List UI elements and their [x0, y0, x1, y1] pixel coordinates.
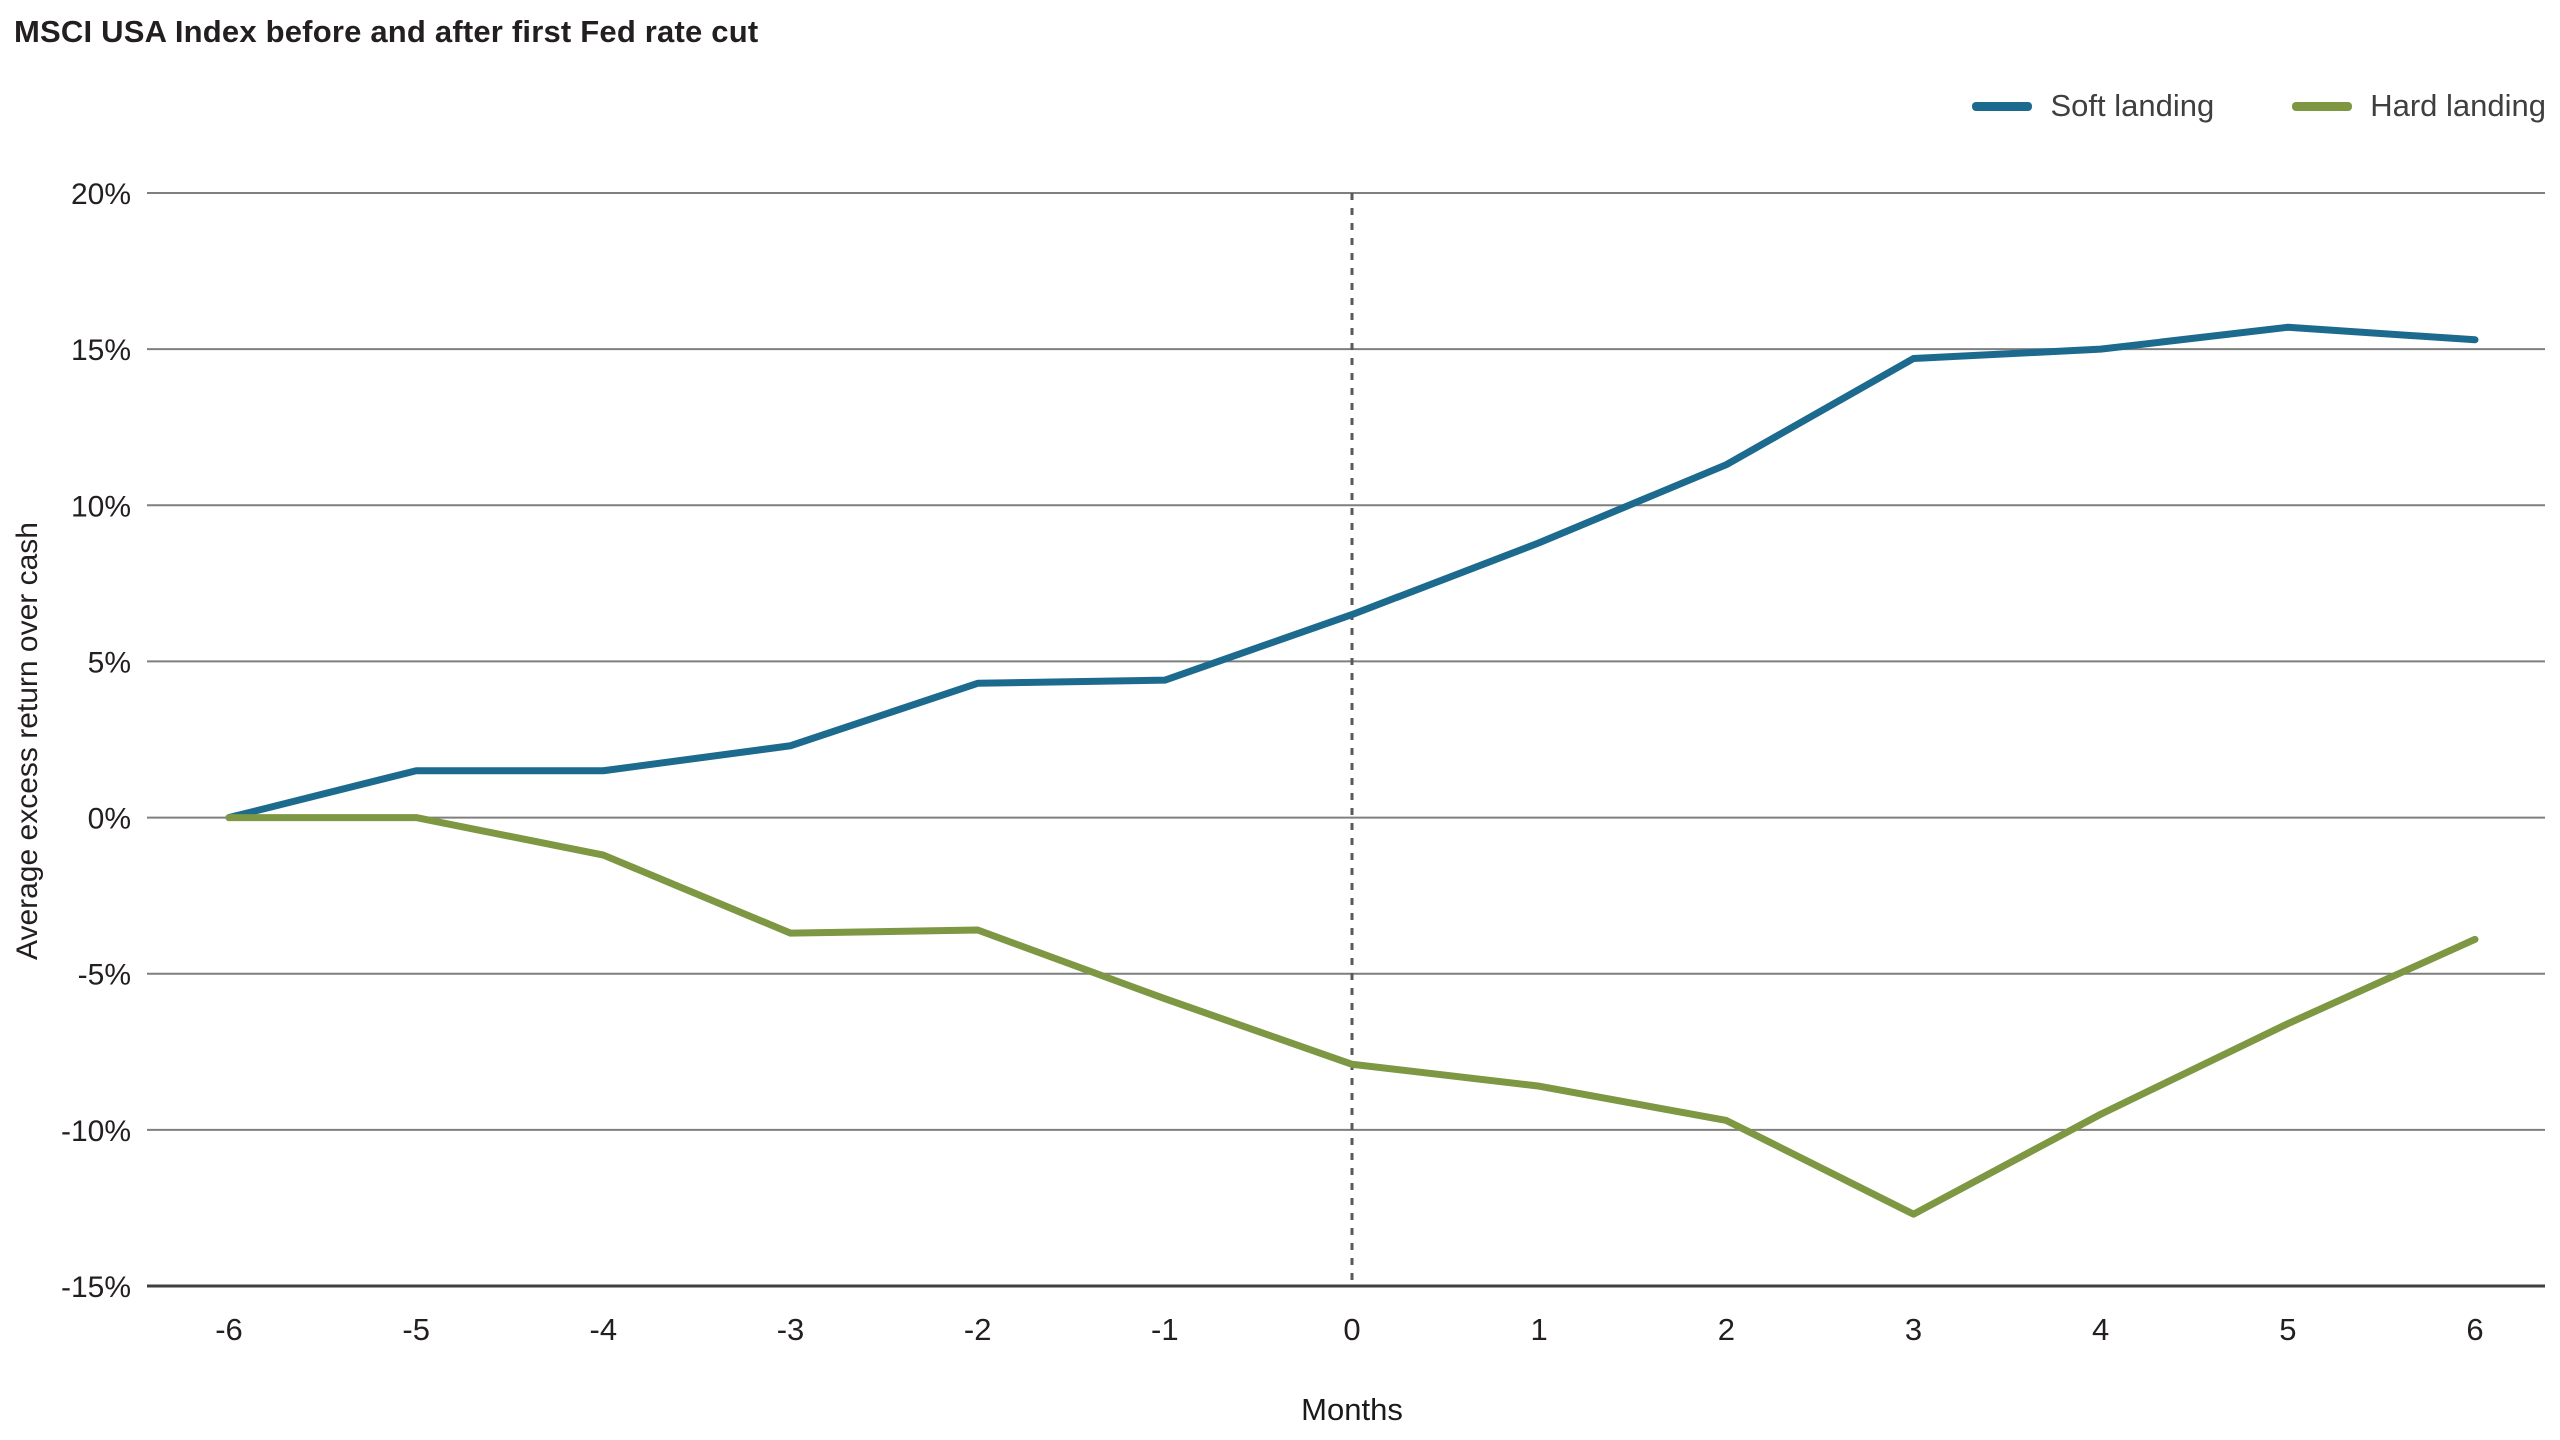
y-tick-label: 20%	[71, 178, 131, 211]
soft-landing-swatch-icon	[1972, 101, 2033, 111]
x-tick-label: -3	[777, 1312, 805, 1347]
x-tick-label: 6	[2466, 1312, 2483, 1347]
y-tick-label: 15%	[71, 334, 131, 367]
hard-landing-swatch-icon	[2292, 101, 2353, 111]
x-tick-label: -2	[964, 1312, 992, 1347]
x-tick-label: 1	[1531, 1312, 1548, 1347]
x-axis-label: Months	[1301, 1392, 1403, 1427]
soft-landing-line	[225, 323, 2479, 822]
x-tick-label: 0	[1343, 1312, 1360, 1347]
x-tick-label: 3	[1905, 1312, 1922, 1347]
legend-label-soft-landing: Soft landing	[2050, 88, 2215, 123]
y-tick-label: -15%	[61, 1271, 131, 1304]
legend-label-hard-landing: Hard landing	[2370, 88, 2546, 123]
x-tick-label: -5	[402, 1312, 430, 1347]
y-tick-label: 5%	[88, 646, 131, 679]
x-tick-label: 2	[1718, 1312, 1735, 1347]
x-tick-label: 5	[2279, 1312, 2296, 1347]
y-tick-label: -5%	[78, 959, 131, 992]
legend: Soft landing Hard landing	[1972, 88, 2546, 124]
x-tick-label: -6	[215, 1312, 243, 1347]
hard-landing-line	[225, 814, 2479, 1218]
y-tick-label: 10%	[71, 490, 131, 523]
x-tick-label: -4	[590, 1312, 618, 1347]
y-tick-label: -10%	[61, 1115, 131, 1148]
y-tick-label: 0%	[88, 803, 131, 836]
legend-item-soft-landing: Soft landing	[1972, 88, 2214, 124]
chart-title: MSCI USA Index before and after first Fe…	[14, 14, 759, 49]
x-tick-label: -1	[1151, 1312, 1179, 1347]
x-tick-label: 4	[2092, 1312, 2109, 1347]
legend-item-hard-landing: Hard landing	[2292, 88, 2546, 124]
